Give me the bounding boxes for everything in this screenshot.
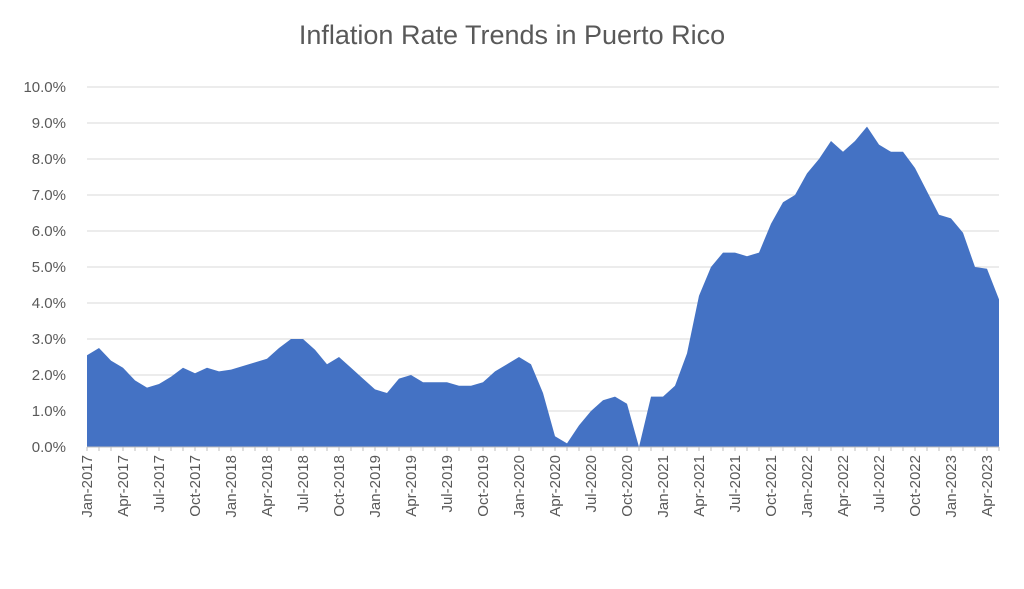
y-tick-label: 4.0% [32,295,66,312]
x-tick-label: Apr-2018 [259,455,276,517]
x-tick-label: Apr-2023 [979,455,996,517]
x-tick-label: Jul-2021 [727,455,744,513]
x-tick-label: Apr-2021 [691,455,708,517]
y-tick-label: 7.0% [32,187,66,204]
y-tick-label: 1.0% [32,403,66,420]
x-tick-label: Jul-2018 [295,455,312,513]
x-tick-label: Oct-2022 [907,455,924,517]
x-tick-label: Apr-2017 [115,455,132,517]
area-series [87,126,999,447]
x-tick-label: Jan-2020 [511,455,528,518]
y-tick-label: 8.0% [32,151,66,168]
x-tick-label: Oct-2019 [475,455,492,517]
y-tick-label: 9.0% [32,115,66,132]
x-tick-label: Jul-2020 [583,455,600,513]
x-tick-label: Oct-2020 [619,455,636,517]
y-axis-ticks: 0.0% 1.0% 2.0% 3.0% 4.0% 5.0% 6.0% 7.0% 8.0% 9.0%… [23,79,66,456]
x-axis-ticks: Jan-2017 Apr-2017 Jul-2017 Oct-2017 Jan-2018… [79,455,996,518]
y-tick-label: 2.0% [32,367,66,384]
y-tick-label: 10.0% [23,79,66,96]
y-tick-label: 3.0% [32,331,66,348]
x-tick-label: Jan-2019 [367,455,384,518]
inflation-area [87,126,999,447]
x-axis [86,446,1000,451]
x-tick-label: Apr-2022 [835,455,852,517]
x-tick-label: Oct-2017 [187,455,204,517]
x-tick-label: Jan-2021 [655,455,672,518]
y-tick-label: 0.0% [32,439,66,456]
y-tick-label: 5.0% [32,259,66,276]
x-tick-label: Jan-2023 [943,455,960,518]
x-tick-label: Apr-2020 [547,455,564,517]
x-tick-label: Jul-2019 [439,455,456,513]
x-tick-label: Oct-2018 [331,455,348,517]
y-tick-label: 6.0% [32,223,66,240]
x-tick-label: Apr-2019 [403,455,420,517]
chart-title: Inflation Rate Trends in Puerto Rico [298,20,726,50]
x-tick-label: Oct-2021 [763,455,780,517]
x-tick-label: Jul-2022 [871,455,888,513]
x-tick-label: Jan-2017 [79,455,96,518]
x-tick-label: Jan-2022 [799,455,816,518]
x-tick-label: Jan-2018 [223,455,240,518]
x-tick-label: Jul-2017 [151,455,168,513]
